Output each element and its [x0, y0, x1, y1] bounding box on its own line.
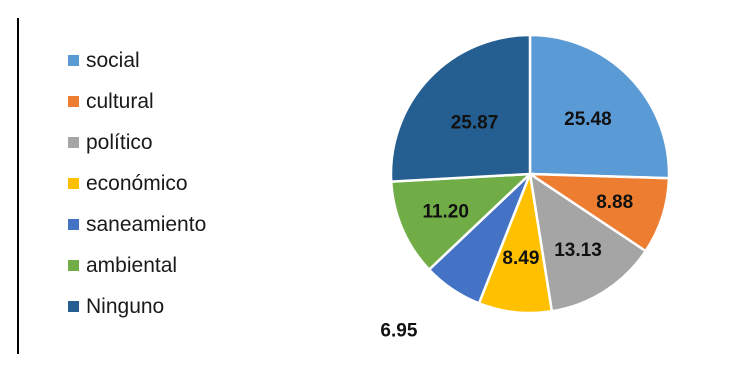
- legend-swatch: [68, 260, 79, 271]
- legend-label: cultural: [86, 90, 154, 113]
- legend-item-cultural: cultural: [68, 81, 206, 122]
- legend-swatch: [68, 96, 79, 107]
- legend-label: Ninguno: [86, 295, 165, 318]
- legend-swatch: [68, 178, 79, 189]
- pie-slice-ninguno: [389, 33, 532, 183]
- legend-item-politico: político: [68, 122, 206, 163]
- legend-swatch: [68, 301, 79, 312]
- legend-label: ambiental: [86, 254, 178, 277]
- legend-label: político: [86, 131, 153, 154]
- slice-data-label: 8.49: [502, 248, 539, 269]
- legend-swatch: [68, 137, 79, 148]
- legend-item-ninguno: Ninguno: [68, 286, 206, 327]
- legend-swatch: [68, 219, 79, 230]
- slice-data-label: 13.13: [554, 240, 602, 261]
- legend-label: saneamiento: [86, 213, 207, 236]
- left-border-line: [17, 18, 19, 354]
- legend-item-economico: económico: [68, 163, 206, 204]
- legend-item-ambiental: ambiental: [68, 245, 206, 286]
- pie-slice-politico: [528, 171, 648, 313]
- slice-data-label: 8.88: [596, 192, 633, 213]
- slice-data-label: 11.20: [422, 201, 469, 222]
- pie-slice-ambiental: [389, 172, 534, 272]
- slice-data-label: 25.48: [564, 109, 612, 130]
- chart-legend: social cultural político económico sanea…: [68, 40, 206, 327]
- legend-item-saneamiento: saneamiento: [68, 204, 206, 245]
- legend-label: social: [86, 49, 140, 72]
- legend-label: económico: [86, 172, 188, 195]
- slice-data-label: 6.95: [380, 321, 417, 342]
- pie-slice-social: [528, 33, 671, 180]
- legend-swatch: [68, 55, 79, 66]
- slice-data-label: 25.87: [451, 112, 499, 133]
- legend-item-social: social: [68, 40, 206, 81]
